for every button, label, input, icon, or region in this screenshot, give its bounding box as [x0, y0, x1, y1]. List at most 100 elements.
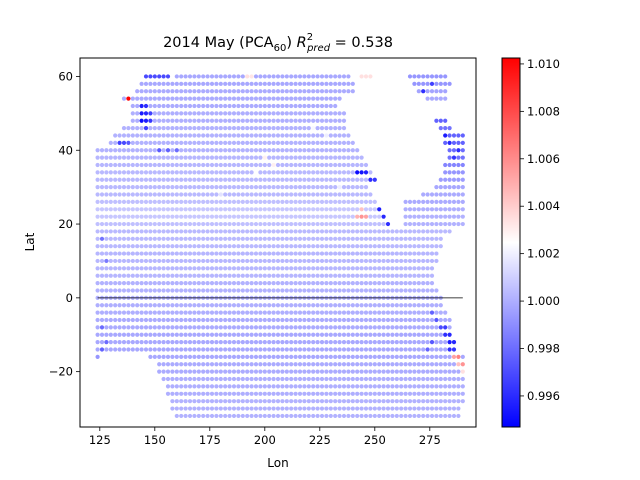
data-point [249, 185, 254, 190]
data-point [447, 399, 452, 404]
data-point [236, 126, 241, 131]
data-point [196, 148, 201, 153]
data-point [227, 399, 232, 404]
data-point [249, 258, 254, 264]
data-point [187, 140, 193, 145]
data-point [319, 258, 325, 264]
data-point [95, 155, 100, 160]
data-point [438, 185, 443, 190]
data-point [135, 236, 140, 241]
data-point [99, 325, 105, 330]
data-point [249, 170, 254, 175]
data-point [267, 244, 272, 249]
data-point [324, 221, 329, 227]
data-point [196, 369, 201, 374]
data-point [328, 244, 333, 249]
data-point [117, 229, 122, 234]
data-point [196, 310, 201, 315]
data-point [126, 185, 131, 190]
data-point [377, 258, 382, 264]
data-point [99, 199, 105, 205]
data-point [201, 413, 206, 419]
data-point [429, 391, 435, 396]
data-point [267, 81, 272, 86]
data-point [157, 199, 162, 205]
data-point [421, 384, 426, 389]
data-point [346, 214, 351, 219]
data-point [311, 74, 316, 79]
data-point [394, 325, 399, 330]
data-point [236, 170, 241, 175]
data-point [201, 244, 206, 249]
data-point [253, 199, 259, 205]
data-point [302, 229, 307, 234]
data-point [368, 384, 373, 389]
data-point [355, 199, 360, 205]
data-point [447, 229, 452, 234]
data-point [399, 266, 404, 271]
data-point [302, 384, 307, 389]
data-point [196, 332, 201, 337]
data-point [201, 207, 206, 212]
data-point [192, 303, 197, 308]
data-point [306, 303, 311, 308]
data-point [223, 384, 228, 389]
data-point [372, 399, 377, 404]
data-point [214, 406, 219, 411]
data-point [289, 340, 294, 345]
data-point [302, 303, 307, 308]
data-point [135, 258, 140, 264]
data-point [201, 288, 206, 293]
data-point [381, 317, 386, 323]
data-point [429, 310, 435, 315]
data-point [460, 391, 465, 396]
data-point [205, 126, 210, 131]
data-point [324, 391, 329, 396]
data-point [139, 266, 144, 271]
data-point [183, 354, 188, 359]
data-point [341, 177, 347, 182]
data-point [161, 126, 166, 131]
data-point [126, 258, 131, 264]
data-point [275, 185, 281, 190]
data-point [293, 354, 298, 359]
data-point [341, 354, 347, 359]
data-point [394, 362, 399, 367]
data-point [99, 148, 105, 153]
data-point [302, 111, 307, 116]
data-point [319, 288, 325, 293]
data-point [201, 155, 206, 160]
data-point [289, 266, 294, 271]
data-point [394, 251, 399, 256]
data-point [258, 207, 263, 212]
data-point [253, 354, 259, 359]
data-point [258, 332, 263, 337]
data-point [227, 288, 232, 293]
data-point [214, 214, 219, 219]
data-point [161, 177, 166, 182]
data-point [253, 244, 259, 249]
data-point [271, 155, 276, 160]
data-point [165, 126, 171, 131]
data-point [390, 236, 395, 241]
data-point [394, 310, 399, 315]
data-point [196, 317, 201, 323]
data-point [113, 317, 118, 323]
data-point [293, 199, 298, 205]
data-point [258, 236, 263, 241]
data-point [372, 236, 377, 241]
data-point [368, 391, 373, 396]
data-point [460, 162, 465, 168]
data-point [161, 89, 166, 94]
data-point [170, 118, 175, 123]
data-point [174, 317, 179, 323]
data-point [297, 148, 303, 153]
data-point [130, 288, 135, 293]
data-point [447, 362, 452, 367]
data-point [346, 185, 351, 190]
data-point [95, 170, 100, 175]
data-point [289, 347, 294, 352]
data-point [416, 214, 421, 219]
data-point [223, 310, 228, 315]
data-point [407, 376, 413, 382]
